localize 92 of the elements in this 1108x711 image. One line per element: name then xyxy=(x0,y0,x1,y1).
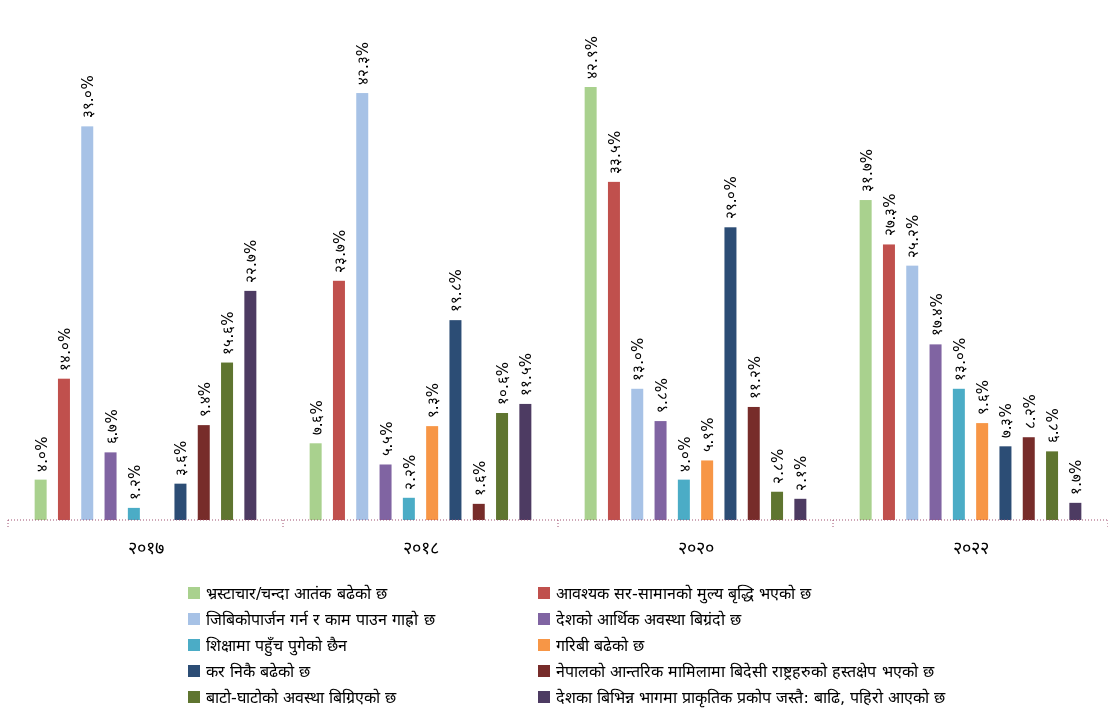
data-label: ३.६% xyxy=(172,440,191,476)
data-label: ६.८% xyxy=(1044,408,1063,444)
data-label: ४२.९% xyxy=(582,35,601,79)
legend-label: देशका बिभिन्न भागमा प्राकृतिक प्रकोप जस्तै: बाढि, पहिरो आएको छ xyxy=(556,688,947,708)
data-label: ४.०% xyxy=(675,436,694,472)
bar xyxy=(999,446,1012,520)
data-label: २.१% xyxy=(792,455,811,491)
bar xyxy=(952,388,965,520)
bar xyxy=(1022,437,1035,520)
data-label: ८.२% xyxy=(1020,394,1039,430)
data-label: ७.३% xyxy=(997,403,1016,439)
bar xyxy=(426,426,439,520)
bar xyxy=(309,443,322,520)
bar xyxy=(794,498,807,520)
data-label: ११.५% xyxy=(517,352,536,396)
bar xyxy=(677,479,690,520)
data-label: १०.६% xyxy=(494,361,513,406)
bar xyxy=(221,362,234,520)
bar xyxy=(81,126,94,520)
bar xyxy=(976,423,989,520)
data-label: ९.६% xyxy=(974,380,993,416)
data-label: १.७% xyxy=(1067,459,1086,495)
x-tick-label: २०१८ xyxy=(402,537,439,558)
bar xyxy=(747,406,760,520)
legend-label: भ्रस्टाचार/चन्दा आतंक बढेको छ xyxy=(206,584,388,603)
data-label: १३.०% xyxy=(629,337,648,381)
legend-label: शिक्षामा पहुँच पुगेको छैन xyxy=(206,636,349,657)
data-label: १५.६% xyxy=(219,311,238,355)
data-label: २९.०% xyxy=(722,176,741,220)
bar xyxy=(472,503,485,520)
bar xyxy=(654,421,667,520)
data-label: ५.५% xyxy=(377,421,396,457)
data-label: २.८% xyxy=(769,448,788,484)
data-label: ६.७% xyxy=(102,409,121,445)
bar xyxy=(1069,502,1082,520)
data-label: ५.९% xyxy=(699,417,718,453)
bar xyxy=(244,290,257,520)
bar xyxy=(906,265,919,520)
bar xyxy=(771,491,784,520)
legend-label: नेपालको आन्तरिक मामिलामा बिदेसी राष्ट्रहरुको हस्तक्षेप भएको छ xyxy=(556,662,935,681)
bar xyxy=(57,378,70,520)
data-label: १.६% xyxy=(470,460,489,496)
bar xyxy=(34,479,47,520)
bar xyxy=(402,497,415,520)
bar xyxy=(197,425,210,520)
bar xyxy=(882,244,895,520)
bar xyxy=(1046,451,1059,520)
data-label: १९.८% xyxy=(447,269,466,313)
bar xyxy=(929,344,942,520)
data-label: ४२.३% xyxy=(354,42,373,86)
bar xyxy=(607,181,620,520)
data-label: १४.०% xyxy=(55,327,74,371)
legend-label: बाटो-घाटोको अवस्था बिग्रिएको छ xyxy=(206,688,398,707)
data-label: १७.४% xyxy=(927,293,946,337)
data-label: ३१.७% xyxy=(857,149,876,193)
bar xyxy=(859,200,872,520)
data-label: १.२% xyxy=(125,464,144,500)
bar xyxy=(631,388,644,520)
data-label: ९.४% xyxy=(195,382,214,418)
legend-label: आवश्यक सर-सामानको मुल्य बृद्धि भएको छ xyxy=(556,584,813,604)
legend-label: कर निकै बढेको छ xyxy=(206,662,312,681)
bar xyxy=(519,403,532,520)
data-label: २.२% xyxy=(400,454,419,490)
data-label: ३३.५% xyxy=(605,130,624,174)
data-label: २५.२% xyxy=(904,214,923,258)
data-label: २७.३% xyxy=(880,193,899,237)
data-label: ७.६% xyxy=(307,400,326,436)
bar xyxy=(724,227,737,520)
bar xyxy=(332,280,345,520)
x-tick-label: २०१७ xyxy=(127,537,164,558)
bar xyxy=(496,413,509,520)
data-label: ९.८% xyxy=(652,378,671,414)
bar xyxy=(127,507,140,520)
data-label: ११.२% xyxy=(745,355,764,399)
bar xyxy=(584,87,597,520)
data-label: २३.७% xyxy=(330,229,349,273)
bar xyxy=(379,464,392,520)
data-label: २२.७% xyxy=(242,239,261,283)
x-tick-label: २०२२ xyxy=(952,537,989,558)
bar xyxy=(356,93,369,520)
data-label: ३९.०% xyxy=(79,75,98,119)
bar xyxy=(449,320,462,520)
data-label: १३.०% xyxy=(950,337,969,381)
data-label: ४.०% xyxy=(32,436,51,472)
x-tick-label: २०२० xyxy=(677,537,714,558)
legend-label: गरिबी बढेको छ xyxy=(556,636,646,655)
data-label: ९.३% xyxy=(424,383,443,419)
bar xyxy=(104,452,117,520)
bar xyxy=(701,460,714,520)
legend-label: जिबिकोपार्जन गर्न र काम पाउन गाह्रो छ xyxy=(206,610,436,629)
bar xyxy=(174,483,187,520)
legend-label: देशको आर्थिक अवस्था बिग्रंदो छ xyxy=(556,610,743,629)
